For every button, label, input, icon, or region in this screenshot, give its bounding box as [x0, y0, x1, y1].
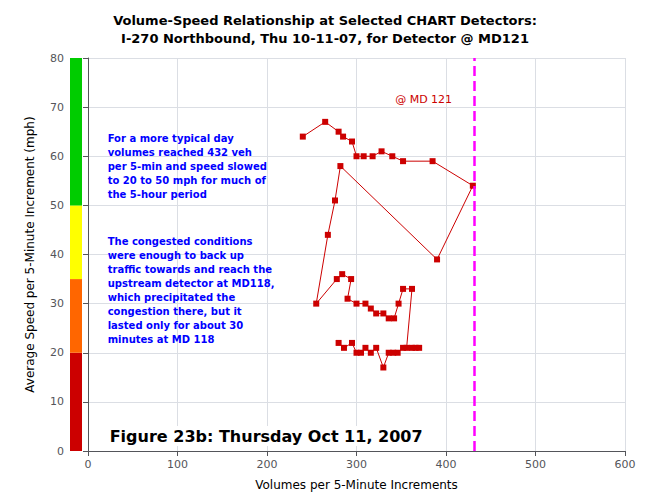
- svg-text:Volume-Speed Relationship at S: Volume-Speed Relationship at Selected CH…: [113, 13, 537, 28]
- svg-text:Volumes per 5-Minute Increment: Volumes per 5-Minute Increments: [255, 478, 458, 492]
- svg-text:200: 200: [257, 458, 278, 471]
- svg-text:30: 30: [50, 297, 64, 310]
- svg-text:the 5-hour period: the 5-hour period: [108, 189, 207, 200]
- svg-text:10: 10: [50, 395, 64, 408]
- svg-text:upstream detector at MD118,: upstream detector at MD118,: [108, 278, 275, 289]
- svg-text:300: 300: [346, 458, 367, 471]
- svg-text:Figure 23b: Thursday Oct 11, 2: Figure 23b: Thursday Oct 11, 2007: [110, 427, 423, 446]
- svg-text:to 20 to 50 mph for much of: to 20 to 50 mph for much of: [108, 175, 267, 186]
- svg-text:70: 70: [50, 101, 64, 114]
- svg-text:congestion there, but it: congestion there, but it: [108, 306, 242, 317]
- svg-text:500: 500: [525, 458, 546, 471]
- svg-text:volumes reached 432 veh: volumes reached 432 veh: [108, 147, 252, 158]
- svg-text:minutes at MD 118: minutes at MD 118: [108, 334, 215, 345]
- svg-text:40: 40: [50, 248, 64, 261]
- svg-text:100: 100: [167, 458, 188, 471]
- svg-text:per 5-min and speed slowed: per 5-min and speed slowed: [108, 161, 267, 172]
- svg-text:I-270 Northbound, Thu 10-11-07: I-270 Northbound, Thu 10-11-07, for Dete…: [121, 31, 529, 46]
- svg-text:0: 0: [85, 458, 92, 471]
- svg-text:600: 600: [615, 458, 636, 471]
- svg-text:60: 60: [50, 150, 64, 163]
- svg-text:For a more typical day: For a more typical day: [108, 133, 234, 144]
- svg-text:50: 50: [50, 199, 64, 212]
- svg-text:lasted only for about 30: lasted only for about 30: [108, 320, 243, 331]
- svg-text:Average Speed per 5-Minute Inc: Average Speed per 5-Minute Increment (mp…: [23, 116, 37, 392]
- svg-text:which precipitated the: which precipitated the: [108, 292, 236, 303]
- svg-text:were enough to back up: were enough to back up: [108, 250, 244, 261]
- svg-text:400: 400: [436, 458, 457, 471]
- svg-text:The congested conditions: The congested conditions: [108, 236, 253, 247]
- svg-text:0: 0: [57, 445, 64, 458]
- svg-text:20: 20: [50, 346, 64, 359]
- svg-text:traffic towards and reach the: traffic towards and reach the: [108, 264, 273, 275]
- svg-text:80: 80: [50, 52, 64, 65]
- svg-text:@ MD 121: @ MD 121: [395, 93, 452, 106]
